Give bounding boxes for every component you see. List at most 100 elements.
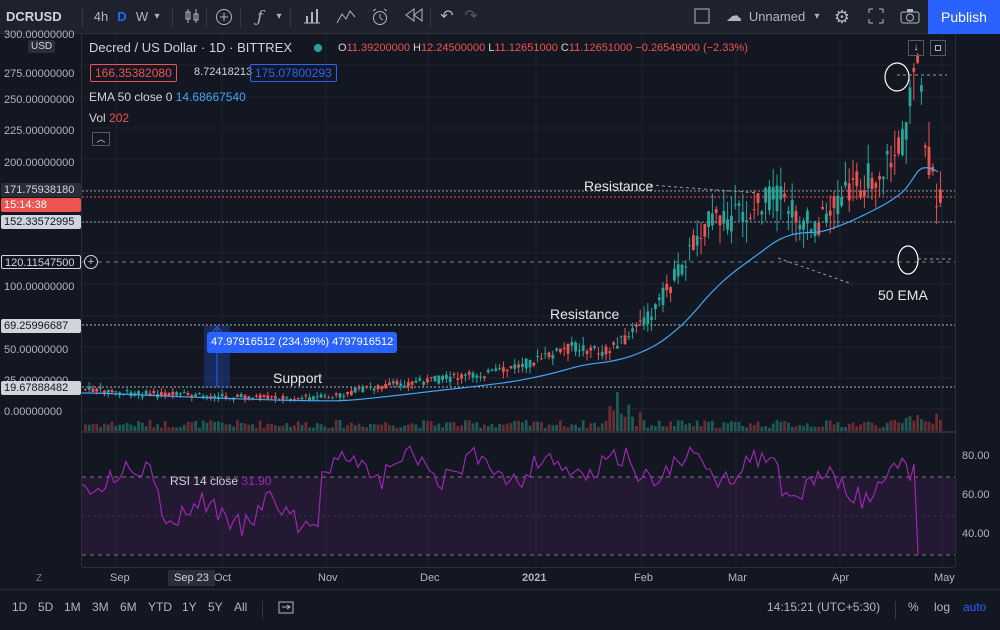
range-6m[interactable]: 6M	[120, 600, 137, 614]
resistance-annotation[interactable]: Resistance	[584, 178, 654, 194]
candle-body	[790, 199, 794, 218]
arrow-down-icon[interactable]: ↓	[908, 40, 924, 56]
ema-legend[interactable]: EMA 50 close 0 14.68667540	[89, 90, 246, 104]
templates-icon[interactable]	[334, 0, 358, 34]
currency-badge[interactable]: USD	[28, 40, 56, 53]
volume-bar	[171, 426, 175, 431]
time-axis[interactable]: Sep Sep 23 Oct Nov Dec 2021 Feb Mar Apr …	[82, 567, 955, 589]
candle-body	[380, 386, 384, 390]
volume-bar	[589, 423, 593, 431]
volume-bar	[528, 425, 532, 431]
symbol-search[interactable]: DCRUSD	[6, 9, 62, 24]
range-5y[interactable]: 5Y	[208, 600, 223, 614]
rsi-legend[interactable]: RSI 14 close 31.90	[170, 474, 272, 488]
publish-button[interactable]: Publish	[928, 0, 1000, 34]
candle-body	[353, 387, 357, 393]
timeframe-d[interactable]: D	[117, 9, 127, 24]
percent-toggle[interactable]: %	[908, 600, 919, 614]
volume-bar	[616, 392, 619, 431]
volume-bar	[669, 421, 672, 431]
resistance-annotation[interactable]: Resistance	[550, 306, 620, 322]
gear-icon[interactable]: ⚙	[833, 7, 851, 27]
compare-icon[interactable]	[180, 0, 204, 34]
financials-icon[interactable]	[300, 0, 324, 34]
highlight-circle	[884, 62, 910, 92]
candle-body	[429, 376, 433, 378]
range-ytd[interactable]: YTD	[148, 600, 172, 614]
range-1m[interactable]: 1M	[64, 600, 81, 614]
fullscreen-icon[interactable]	[864, 0, 888, 34]
candle-body	[141, 396, 144, 398]
candle-body	[904, 122, 908, 140]
price-label: 0.00000000	[4, 406, 63, 418]
chart-plot-area[interactable]: Decred / US Dollar · 1D · BITTREX O11.39…	[82, 34, 955, 567]
volume-bar	[133, 426, 137, 431]
range-1y[interactable]: 1Y	[182, 600, 197, 614]
timeframe-w[interactable]: W	[135, 9, 149, 24]
layout-name[interactable]: Unnamed	[748, 9, 806, 24]
candle-body	[361, 386, 365, 393]
volume-bar	[84, 424, 87, 431]
volume-bar	[836, 422, 840, 431]
candle-body	[787, 211, 790, 214]
sell-price-box[interactable]: 166.35382080	[90, 64, 177, 82]
volume-bar	[817, 426, 821, 431]
auto-scale-toggle[interactable]: auto	[963, 600, 987, 614]
volume-bar	[775, 420, 779, 431]
chevron-down-icon[interactable]: ▾	[154, 11, 160, 22]
ema-annotation[interactable]: 50 EMA	[878, 287, 928, 303]
time-label: Feb	[634, 572, 653, 584]
replay-icon[interactable]	[402, 0, 426, 34]
add-plus-icon[interactable]	[212, 0, 236, 34]
camera-icon[interactable]	[898, 0, 922, 34]
candle-body	[540, 358, 543, 360]
timeframe-4h[interactable]: 4h	[93, 9, 109, 24]
price-scale[interactable]: USD 300.00000000 275.00000000 250.000000…	[0, 29, 98, 567]
range-all[interactable]: All	[234, 600, 248, 614]
range-1d[interactable]: 1D	[12, 600, 28, 614]
range-3m[interactable]: 3M	[92, 600, 109, 614]
buy-price-box[interactable]: 175.07800293	[250, 64, 337, 82]
candle-body	[836, 195, 840, 215]
indicators-fx-icon[interactable]: ƒ	[257, 7, 263, 26]
price-chart[interactable]	[82, 34, 955, 567]
candle-body	[939, 189, 942, 203]
volume-bar	[638, 412, 642, 431]
collapse-legend-icon[interactable]: ︿	[92, 132, 110, 146]
alarm-clock-icon[interactable]	[368, 0, 392, 34]
chevron-down-icon[interactable]: ▾	[276, 11, 282, 22]
range-5d[interactable]: 5D	[38, 600, 54, 614]
volume-bar	[737, 421, 741, 431]
candle-body	[437, 375, 441, 384]
candle-body	[726, 219, 729, 230]
undo-icon[interactable]: ↶	[440, 8, 454, 25]
candle-body	[627, 336, 631, 338]
layout-square-icon[interactable]	[690, 0, 714, 34]
chevron-down-icon[interactable]: ▾	[814, 11, 820, 22]
candle-body	[809, 229, 813, 233]
volume-bar	[631, 416, 634, 431]
candle-body	[315, 396, 319, 398]
price-range-measure[interactable]: 47.97916512 (234.99%) 4797916512	[207, 332, 398, 353]
redo-icon[interactable]: ↷	[464, 8, 478, 25]
volume-bar	[110, 421, 114, 431]
volume-bar	[255, 427, 258, 431]
support-annotation[interactable]: Support	[273, 370, 323, 386]
candle-body	[733, 204, 737, 206]
log-toggle[interactable]: log	[934, 600, 951, 614]
toolbar-divider	[82, 7, 83, 27]
candle-body	[585, 350, 589, 354]
candle-body	[517, 364, 520, 368]
goto-date-icon[interactable]	[278, 600, 294, 617]
add-plus-icon[interactable]: +	[84, 255, 98, 269]
candle-body	[255, 395, 258, 397]
volume-bar	[141, 422, 144, 431]
time-label: Apr	[832, 572, 850, 584]
maximize-icon[interactable]	[930, 40, 946, 56]
candle-body	[771, 187, 775, 200]
rsi-scale[interactable]: 80.00 60.00 40.00	[955, 34, 1000, 567]
clock-timezone[interactable]: 14:15:21 (UTC+5:30)	[767, 600, 881, 614]
volume-legend[interactable]: Vol 202	[89, 111, 130, 125]
zoom-z-icon[interactable]: Z	[36, 573, 43, 584]
volume-bar	[312, 427, 315, 431]
